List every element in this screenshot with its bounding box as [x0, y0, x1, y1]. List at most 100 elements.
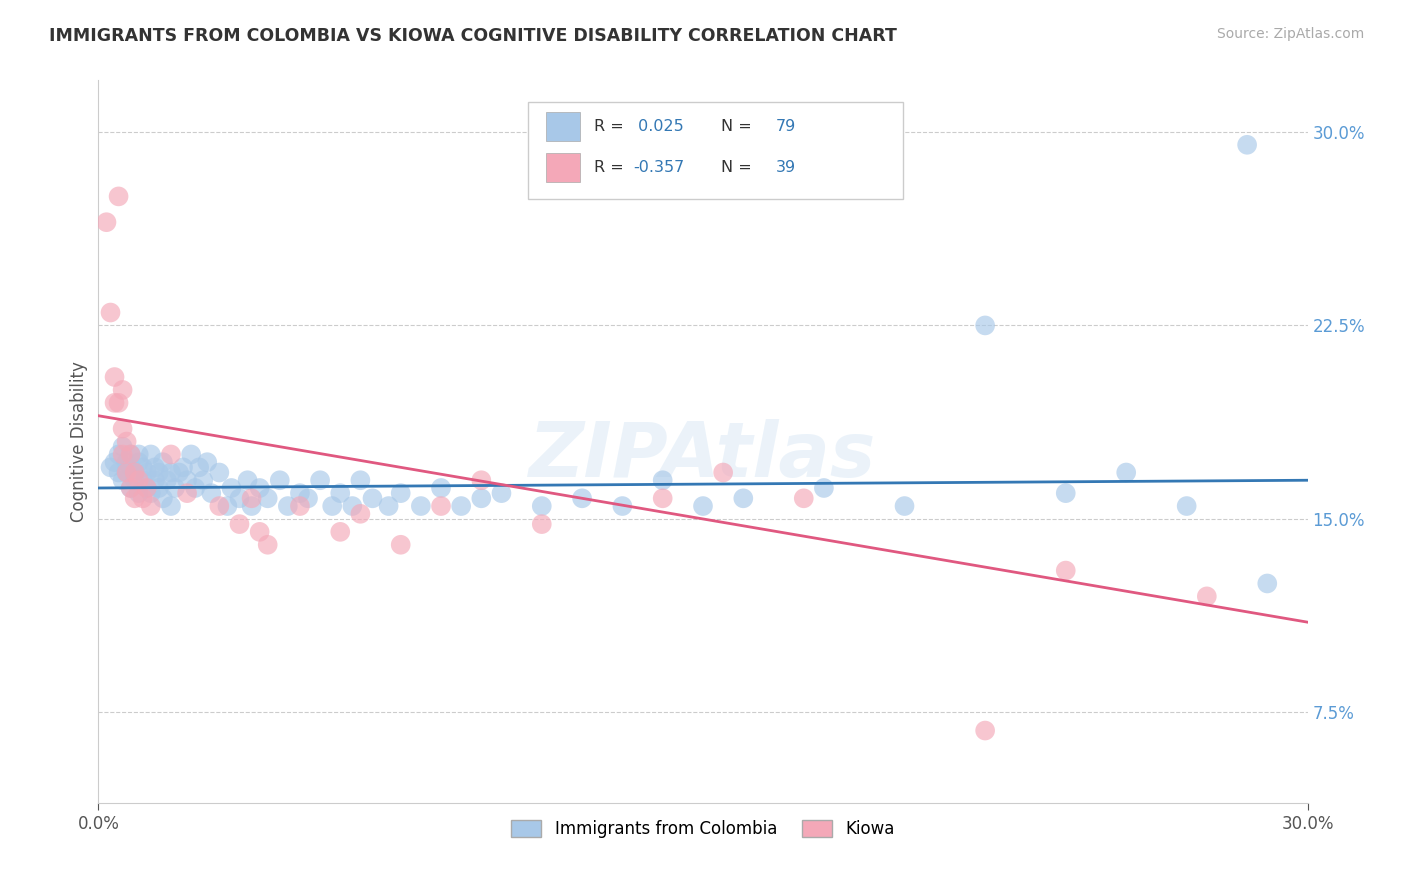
Point: [1236, 137, 1258, 152]
Text: N =: N =: [721, 160, 756, 175]
Point: [430, 481, 453, 495]
Point: [1175, 499, 1198, 513]
Point: [111, 440, 134, 454]
Point: [217, 499, 239, 513]
Text: 79: 79: [776, 119, 796, 134]
Point: [139, 499, 162, 513]
Point: [139, 447, 162, 461]
Text: ZIPAtlas: ZIPAtlas: [529, 419, 877, 493]
Point: [100, 460, 122, 475]
Point: [111, 447, 134, 461]
Point: [120, 481, 142, 495]
Point: [329, 524, 352, 539]
Point: [120, 460, 142, 475]
Legend: Immigrants from Colombia, Kiowa: Immigrants from Colombia, Kiowa: [505, 814, 901, 845]
Point: [128, 473, 150, 487]
Point: [470, 473, 492, 487]
Point: [692, 499, 714, 513]
Point: [139, 486, 162, 500]
Point: [128, 486, 150, 500]
Point: [711, 466, 734, 480]
Point: [470, 491, 492, 506]
Point: [240, 499, 263, 513]
Point: [188, 460, 211, 475]
Point: [813, 481, 835, 495]
Point: [96, 215, 118, 229]
Point: [651, 491, 673, 506]
Text: 39: 39: [776, 160, 796, 175]
Point: [450, 499, 472, 513]
Point: [135, 481, 157, 495]
Point: [115, 455, 138, 469]
Point: [107, 396, 129, 410]
Point: [377, 499, 399, 513]
Point: [1115, 466, 1137, 480]
Point: [208, 499, 231, 513]
Point: [349, 507, 371, 521]
Point: [793, 491, 815, 506]
Point: [128, 455, 150, 469]
Point: [132, 473, 155, 487]
Point: [269, 473, 291, 487]
Point: [651, 473, 673, 487]
Point: [115, 466, 138, 480]
Point: [1195, 590, 1218, 604]
Point: [124, 466, 146, 480]
Point: [100, 305, 122, 319]
Y-axis label: Cognitive Disability: Cognitive Disability: [70, 361, 89, 522]
Point: [1054, 564, 1077, 578]
Point: [309, 473, 332, 487]
Point: [1054, 486, 1077, 500]
Text: R =: R =: [595, 119, 628, 134]
Point: [571, 491, 593, 506]
Point: [321, 499, 343, 513]
FancyBboxPatch shape: [546, 153, 579, 182]
Point: [329, 486, 352, 500]
Point: [342, 499, 364, 513]
Point: [409, 499, 432, 513]
Point: [249, 481, 271, 495]
Point: [228, 517, 250, 532]
Point: [160, 499, 183, 513]
Point: [430, 499, 453, 513]
Text: IMMIGRANTS FROM COLOMBIA VS KIOWA COGNITIVE DISABILITY CORRELATION CHART: IMMIGRANTS FROM COLOMBIA VS KIOWA COGNIT…: [49, 27, 897, 45]
Point: [288, 499, 311, 513]
Point: [120, 447, 142, 461]
Point: [297, 491, 319, 506]
Point: [256, 538, 278, 552]
Point: [361, 491, 384, 506]
Point: [1256, 576, 1278, 591]
Point: [103, 455, 125, 469]
Point: [200, 486, 222, 500]
FancyBboxPatch shape: [527, 102, 903, 200]
Point: [111, 383, 134, 397]
Point: [491, 486, 513, 500]
Text: -0.357: -0.357: [633, 160, 685, 175]
Point: [143, 460, 166, 475]
Point: [120, 481, 142, 495]
Point: [163, 481, 186, 495]
Point: [349, 473, 371, 487]
Point: [612, 499, 634, 513]
Point: [132, 460, 155, 475]
Text: Source: ZipAtlas.com: Source: ZipAtlas.com: [1216, 27, 1364, 41]
Point: [389, 486, 412, 500]
Text: N =: N =: [721, 119, 756, 134]
Point: [115, 466, 138, 480]
Point: [107, 189, 129, 203]
Point: [160, 466, 183, 480]
Point: [120, 447, 142, 461]
Point: [132, 491, 155, 506]
Text: 0.025: 0.025: [633, 119, 683, 134]
Point: [184, 481, 207, 495]
Point: [107, 447, 129, 461]
Point: [176, 473, 198, 487]
Point: [148, 466, 170, 480]
Point: [167, 466, 190, 480]
Point: [193, 473, 215, 487]
Point: [236, 473, 259, 487]
Text: R =: R =: [595, 160, 628, 175]
Point: [124, 473, 146, 487]
Point: [240, 491, 263, 506]
Point: [128, 447, 150, 461]
